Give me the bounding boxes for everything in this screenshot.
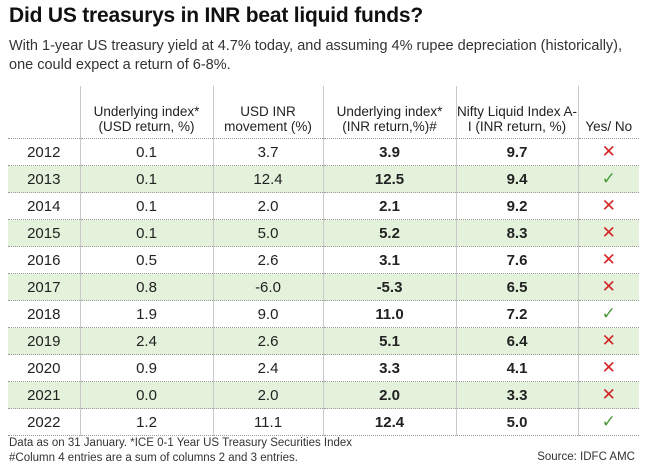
cell-year: 2022 bbox=[27, 413, 61, 431]
cell-usd-return: 1.9 bbox=[79, 300, 213, 328]
table-row: 2020 0.9 2.4 3.3 4.1 ✕ bbox=[8, 354, 639, 382]
cell-nifty-liquid: 9.4 bbox=[455, 165, 578, 193]
cell-usd-return: 0.9 bbox=[79, 354, 213, 382]
cell-inr-return: 3.1 bbox=[322, 246, 456, 274]
cell-inr-return: 12.4 bbox=[322, 408, 456, 436]
header-usd-return: Underlying index* (USD return, %) bbox=[79, 86, 213, 139]
cell-usd-return: 2.4 bbox=[79, 327, 213, 355]
header-yes-no: Yes/ No bbox=[577, 86, 639, 139]
subtitle: With 1-year US treasury yield at 4.7% to… bbox=[9, 38, 623, 73]
cell-usd-inr-movement: 2.0 bbox=[212, 192, 323, 220]
cell-usd-return: 1.2 bbox=[79, 408, 213, 436]
table-row: 2015 0.1 5.0 5.2 8.3 ✕ bbox=[8, 219, 639, 247]
cell-inr-return: -5.3 bbox=[322, 273, 456, 301]
cell-usd-return: 0.0 bbox=[79, 381, 213, 409]
cell-year: 2020 bbox=[27, 359, 61, 377]
source-note: Source: IDFC AMC bbox=[537, 451, 635, 463]
check-icon: ✓ bbox=[577, 408, 639, 436]
header-nifty-liquid: Nifty Liquid Index A-I (INR return, %) bbox=[455, 86, 578, 139]
table-header-row: Underlying index* (USD return, %) USD IN… bbox=[8, 86, 639, 139]
cell-usd-inr-movement: 3.7 bbox=[212, 138, 323, 166]
cell-usd-inr-movement: 9.0 bbox=[212, 300, 323, 328]
cell-nifty-liquid: 9.2 bbox=[455, 192, 578, 220]
header-usd-inr-movement: USD INR movement (%) bbox=[212, 86, 323, 139]
cell-usd-inr-movement: 2.0 bbox=[212, 381, 323, 409]
footnote: Data as on 31 January. *ICE 0-1 Year US … bbox=[9, 436, 352, 466]
cell-year: 2016 bbox=[27, 251, 61, 269]
table-body: 2012 0.1 3.7 3.9 9.7 ✕ 2013 0.1 12.4 12.5 9.4 ✓ 2014… bbox=[8, 138, 639, 436]
cell-inr-return: 2.0 bbox=[322, 381, 456, 409]
cell-usd-return: 0.1 bbox=[79, 165, 213, 193]
table-row: 2018 1.9 9.0 11.0 7.2 ✓ bbox=[8, 300, 639, 328]
cell-usd-inr-movement: 12.4 bbox=[212, 165, 323, 193]
cell-year: 2017 bbox=[27, 278, 61, 296]
cell-nifty-liquid: 9.7 bbox=[455, 138, 578, 166]
footnote-line-1: Data as on 31 January. *ICE 0-1 Year US … bbox=[9, 437, 353, 449]
table-row: 2016 0.5 2.6 3.1 7.6 ✕ bbox=[8, 246, 639, 274]
cell-usd-return: 0.8 bbox=[79, 273, 213, 301]
cell-usd-inr-movement: 5.0 bbox=[212, 219, 323, 247]
cell-usd-return: 0.1 bbox=[79, 192, 213, 220]
cell-inr-return: 5.1 bbox=[322, 327, 456, 355]
cell-usd-inr-movement: 2.4 bbox=[212, 354, 323, 382]
table-row: 2017 0.8 -6.0 -5.3 6.5 ✕ bbox=[8, 273, 639, 301]
cell-usd-inr-movement: 11.1 bbox=[212, 408, 323, 436]
cell-inr-return: 12.5 bbox=[322, 165, 456, 193]
cell-usd-return: 0.1 bbox=[79, 219, 213, 247]
cell-nifty-liquid: 8.3 bbox=[455, 219, 578, 247]
cross-icon: ✕ bbox=[577, 246, 639, 274]
footnote-line-2: #Column 4 entries are a sum of columns 2… bbox=[9, 452, 298, 464]
cross-icon: ✕ bbox=[577, 219, 639, 247]
cell-year: 2012 bbox=[27, 143, 61, 161]
table-row: 2013 0.1 12.4 12.5 9.4 ✓ bbox=[8, 165, 639, 193]
table-row: 2012 0.1 3.7 3.9 9.7 ✕ bbox=[8, 138, 639, 166]
table-row: 2014 0.1 2.0 2.1 9.2 ✕ bbox=[8, 192, 639, 220]
cell-inr-return: 3.9 bbox=[322, 138, 456, 166]
cell-inr-return: 11.0 bbox=[322, 300, 456, 328]
cell-nifty-liquid: 7.2 bbox=[455, 300, 578, 328]
cell-year: 2019 bbox=[27, 332, 61, 350]
cell-usd-inr-movement: 2.6 bbox=[212, 327, 323, 355]
cell-inr-return: 5.2 bbox=[322, 219, 456, 247]
header-inr-return: Underlying index* (INR return,%)# bbox=[322, 86, 456, 139]
cross-icon: ✕ bbox=[577, 327, 639, 355]
cell-nifty-liquid: 5.0 bbox=[455, 408, 578, 436]
cell-year: 2015 bbox=[27, 224, 61, 242]
cell-usd-return: 0.1 bbox=[79, 138, 213, 166]
table-row: 2019 2.4 2.6 5.1 6.4 ✕ bbox=[8, 327, 639, 355]
cross-icon: ✕ bbox=[577, 381, 639, 409]
cell-usd-return: 0.5 bbox=[79, 246, 213, 274]
cell-nifty-liquid: 7.6 bbox=[455, 246, 578, 274]
returns-table: Underlying index* (USD return, %) USD IN… bbox=[8, 86, 639, 436]
cell-usd-inr-movement: 2.6 bbox=[212, 246, 323, 274]
check-icon: ✓ bbox=[577, 300, 639, 328]
cell-nifty-liquid: 6.4 bbox=[455, 327, 578, 355]
table-row: 2022 1.2 11.1 12.4 5.0 ✓ bbox=[8, 408, 639, 436]
cell-inr-return: 2.1 bbox=[322, 192, 456, 220]
cell-year: 2018 bbox=[27, 305, 61, 323]
header-year bbox=[8, 86, 80, 139]
cell-nifty-liquid: 6.5 bbox=[455, 273, 578, 301]
cell-year: 2021 bbox=[27, 386, 61, 404]
table-row: 2021 0.0 2.0 2.0 3.3 ✕ bbox=[8, 381, 639, 409]
cross-icon: ✕ bbox=[577, 192, 639, 220]
page-title: Did US treasurys in INR beat liquid fund… bbox=[9, 4, 423, 27]
cross-icon: ✕ bbox=[577, 273, 639, 301]
cross-icon: ✕ bbox=[577, 354, 639, 382]
cell-year: 2014 bbox=[27, 197, 61, 215]
cell-nifty-liquid: 3.3 bbox=[455, 381, 578, 409]
cell-nifty-liquid: 4.1 bbox=[455, 354, 578, 382]
cross-icon: ✕ bbox=[577, 138, 639, 166]
cell-usd-inr-movement: -6.0 bbox=[212, 273, 323, 301]
cell-year: 2013 bbox=[27, 170, 61, 188]
check-icon: ✓ bbox=[577, 165, 639, 193]
cell-inr-return: 3.3 bbox=[322, 354, 456, 382]
